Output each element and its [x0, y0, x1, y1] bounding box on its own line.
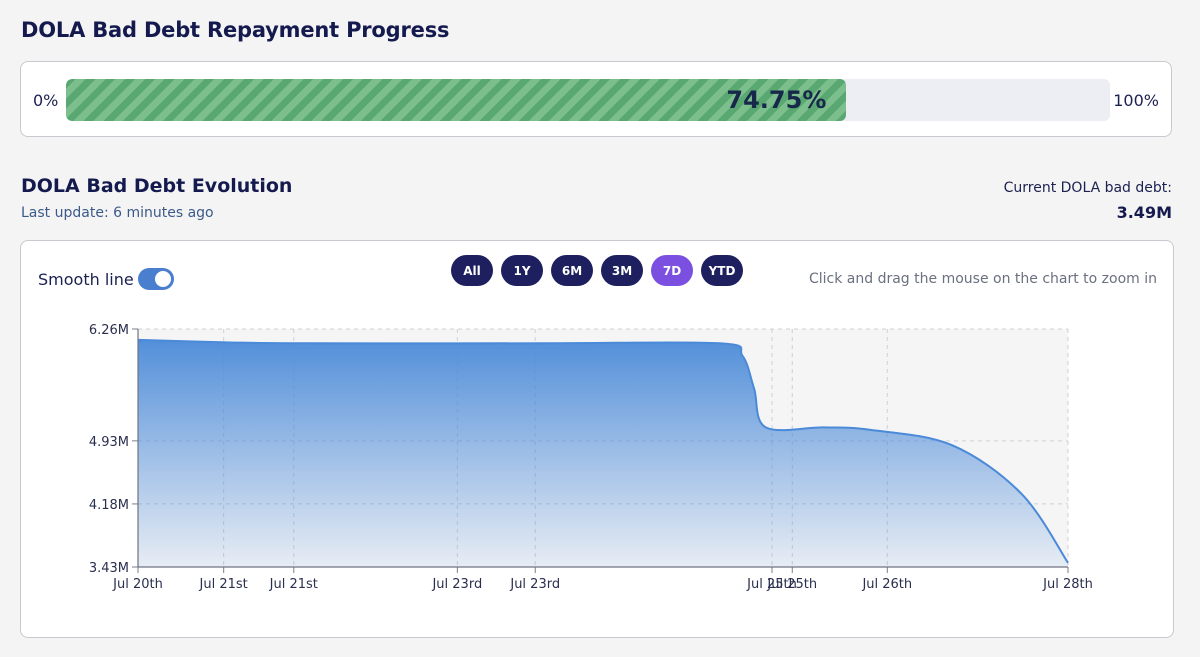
progress-track: 74.75% [66, 79, 1110, 121]
evolution-title: DOLA Bad Debt Evolution [21, 175, 293, 197]
x-tick-label: Jul 21st [269, 577, 318, 592]
y-tick-label: 6.26M [89, 323, 129, 338]
x-tick-label: Jul 28th [1042, 577, 1093, 592]
repayment-progress-card: 0% 74.75% 100% [20, 61, 1172, 137]
x-tick-label: Jul 23rd [509, 577, 560, 592]
x-tick-label: Jul 20th [112, 577, 163, 592]
progress-value-label: 74.75% [726, 86, 827, 114]
progress-max-label: 100% [1113, 91, 1159, 110]
last-update-text: Last update: 6 minutes ago [21, 205, 214, 221]
range-button-7d[interactable]: 7D [651, 255, 693, 286]
current-bad-debt-value: 3.49M [1116, 203, 1172, 222]
repayment-title: DOLA Bad Debt Repayment Progress [21, 18, 450, 42]
x-tick-label: Jul 21st [199, 577, 248, 592]
range-button-3m[interactable]: 3M [601, 255, 643, 286]
y-tick-label: 4.93M [89, 435, 129, 450]
toggle-knob [155, 271, 171, 287]
range-button-6m[interactable]: 6M [551, 255, 593, 286]
series-line [137, 338, 1069, 564]
range-button-group: All 1Y 6M 3M 7D YTD [451, 255, 743, 286]
area-fill [138, 339, 1068, 567]
chart-card: Smooth line All 1Y 6M 3M 7D YTD Click and dra… [20, 240, 1174, 638]
x-tick-label: Jul 23rd [431, 577, 482, 592]
current-bad-debt-label: Current DOLA bad debt: [1003, 180, 1172, 196]
zoom-hint: Click and drag the mouse on the chart to… [808, 271, 1157, 287]
progress-min-label: 0% [33, 91, 59, 110]
y-tick-label: 4.18M [89, 498, 129, 513]
y-tick-label: 3.43M [89, 561, 129, 576]
range-button-1y[interactable]: 1Y [501, 255, 543, 286]
progress-fill: 74.75% [66, 79, 847, 121]
x-tick-label: Jul 25th [746, 577, 797, 592]
smooth-line-toggle[interactable] [138, 268, 174, 290]
range-button-all[interactable]: All [451, 255, 493, 286]
x-tick-label: Jul 25th [766, 577, 817, 592]
x-tick-label: Jul 26th [861, 577, 912, 592]
smooth-line-label: Smooth line [38, 270, 134, 289]
range-button-ytd[interactable]: YTD [701, 255, 743, 286]
